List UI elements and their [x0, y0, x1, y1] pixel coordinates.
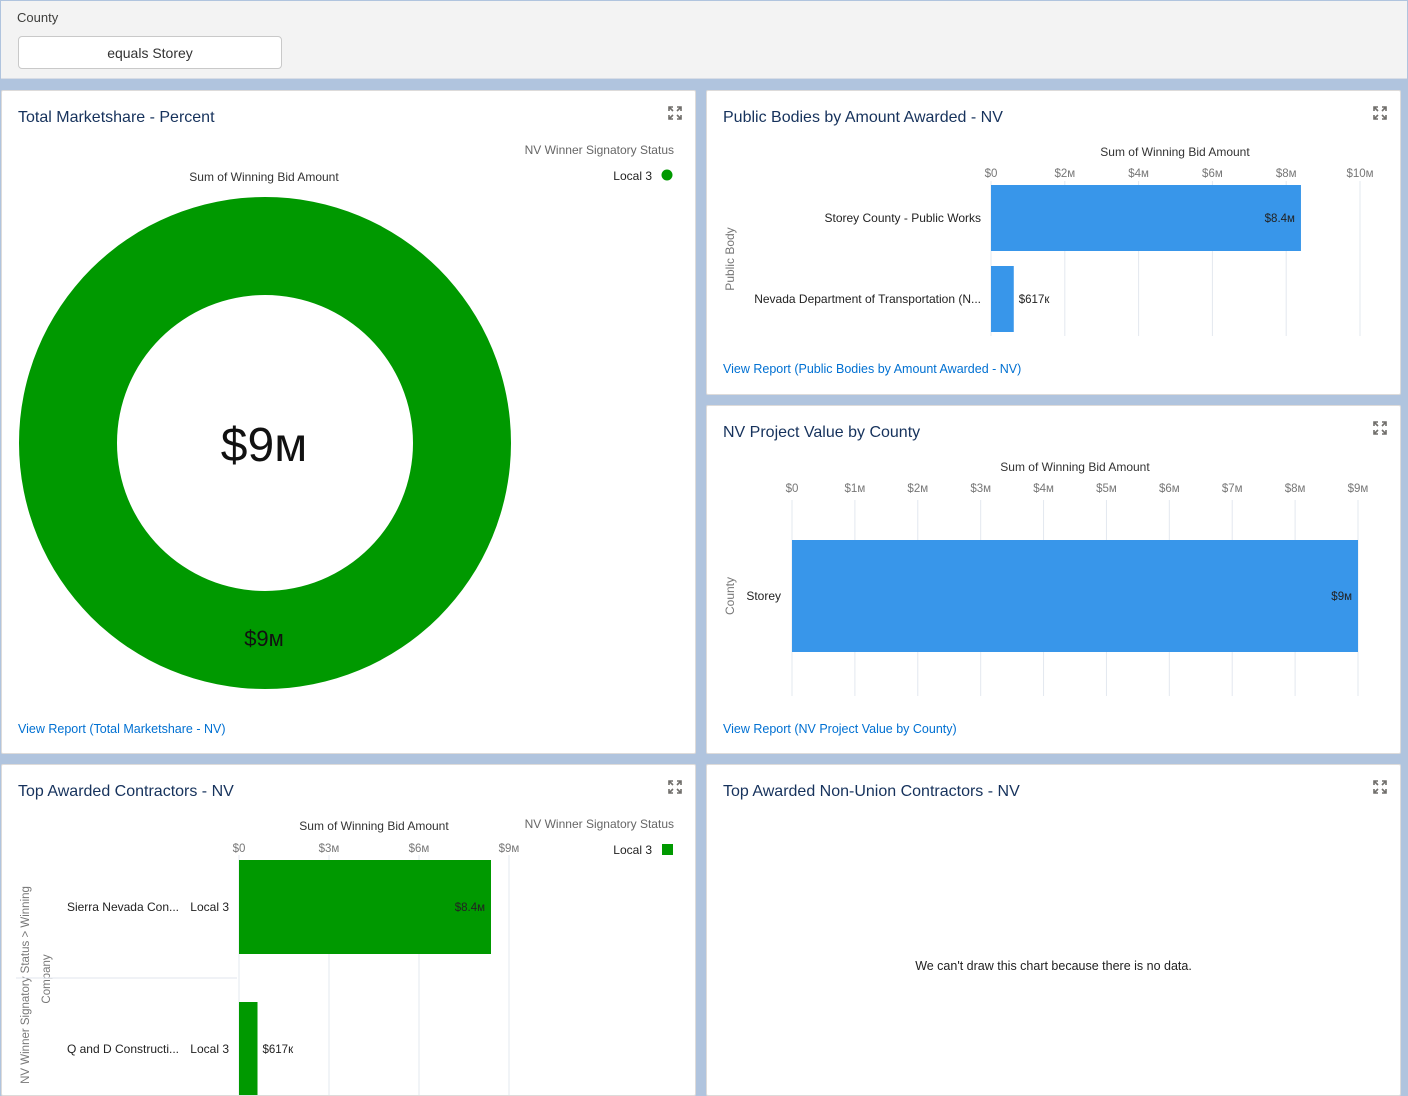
legend-item-label: Local 3	[613, 843, 652, 857]
county-filter-pill[interactable]: equals Storey	[18, 36, 282, 69]
metric-label: Sum of Winning Bid Amount	[189, 170, 339, 184]
nonunion-title: Top Awarded Non-Union Contractors - NV	[723, 783, 1020, 800]
donut-slice	[19, 197, 511, 689]
bar	[991, 185, 1301, 251]
category-label: Q and D Constructi...	[67, 1042, 179, 1056]
expand-icon[interactable]	[667, 105, 683, 121]
top-contractors-card: Top Awarded Contractors - NV Sum of Winn…	[1, 764, 696, 1096]
data-label: $617к	[1019, 294, 1051, 306]
expand-icon[interactable]	[1372, 420, 1388, 436]
county-value-chart: Sum of Winning Bid Amount County $0 $1м $2…	[723, 460, 1369, 696]
x-axis-title: Sum of Winning Bid Amount	[299, 819, 449, 833]
expand-icon[interactable]	[667, 779, 683, 795]
x-tick-label: $0	[985, 168, 998, 180]
data-label: $8.4м	[1265, 213, 1295, 225]
x-tick-label: $4м	[1128, 168, 1149, 180]
view-report-county-value-link[interactable]: View Report (NV Project Value by County)	[723, 722, 957, 736]
view-report-public-bodies-link[interactable]: View Report (Public Bodies by Amount Awa…	[723, 362, 1022, 376]
y-axis-title: Public Body	[723, 227, 737, 290]
view-report-marketshare-link[interactable]: View Report (Total Marketshare - NV)	[18, 722, 226, 736]
bar	[239, 860, 491, 954]
x-tick-label: $8м	[1276, 168, 1297, 180]
legend-title: NV Winner Signatory Status	[525, 143, 674, 157]
group-label: Local 3	[190, 900, 229, 914]
x-axis-title: Sum of Winning Bid Amount	[1100, 145, 1250, 159]
x-tick-label: $8м	[1285, 483, 1306, 495]
public-bodies-title: Public Bodies by Amount Awarded - NV	[723, 109, 1003, 126]
x-tick-label: $2м	[907, 483, 928, 495]
legend-swatch	[662, 844, 673, 855]
bar	[239, 1002, 258, 1095]
category-label: Sierra Nevada Con...	[67, 900, 179, 914]
x-tick-label: $6м	[1159, 483, 1180, 495]
legend-item-label: Local 3	[613, 169, 652, 183]
x-tick-label: $10м	[1346, 168, 1373, 180]
county-value-title: NV Project Value by County	[723, 424, 921, 441]
donut-center-value: $9м	[221, 419, 307, 472]
expand-icon[interactable]	[1372, 779, 1388, 795]
public-bodies-card: Public Bodies by Amount Awarded - NV Sum…	[706, 90, 1401, 395]
top-contractors-chart: Sum of Winning Bid Amount NV Winner Sign…	[16, 817, 674, 1095]
x-tick-label: $7м	[1222, 483, 1243, 495]
category-label: Nevada Department of Transportation (N..…	[754, 292, 981, 306]
data-label: $8.4м	[455, 902, 485, 914]
marketshare-title: Total Marketshare - Percent	[18, 109, 215, 126]
y-axis-title-top: NV Winner Signatory Status > Winning	[20, 886, 32, 1084]
filter-bar: County equals Storey	[1, 1, 1407, 79]
x-tick-label: $9м	[499, 843, 520, 855]
group-label: Local 3	[190, 1042, 229, 1056]
top-contractors-title: Top Awarded Contractors - NV	[18, 783, 234, 800]
data-label: $617к	[263, 1044, 295, 1056]
legend-title: NV Winner Signatory Status	[525, 817, 674, 831]
donut-slice-label: $9м	[244, 626, 284, 651]
bar	[792, 540, 1358, 652]
x-tick-label: $5м	[1096, 483, 1117, 495]
category-label: Storey County - Public Works	[825, 211, 982, 225]
x-tick-label: $3м	[970, 483, 991, 495]
x-tick-label: $3м	[319, 843, 340, 855]
bar	[991, 266, 1014, 332]
x-tick-label: $0	[786, 483, 799, 495]
nonunion-card: Top Awarded Non-Union Contractors - NV W…	[706, 764, 1401, 1096]
no-data-message: We can't draw this chart because there i…	[915, 959, 1192, 973]
x-tick-label: $1м	[845, 483, 866, 495]
x-tick-label: $6м	[409, 843, 430, 855]
public-bodies-chart: Sum of Winning Bid Amount Public Body $0…	[723, 145, 1374, 336]
x-tick-label: $0	[233, 843, 246, 855]
y-axis-title: County	[723, 577, 737, 615]
x-tick-label: $6м	[1202, 168, 1223, 180]
marketshare-chart: NV Winner Signatory Status Local 3 Sum o…	[19, 143, 674, 689]
category-label: Storey	[746, 589, 781, 603]
x-axis-title: Sum of Winning Bid Amount	[1000, 460, 1150, 474]
marketshare-card: Total Marketshare - Percent NV Winner Si…	[1, 90, 696, 754]
y-axis-title-bottom: Company	[41, 954, 53, 1003]
county-value-card: NV Project Value by County Sum of Winnin…	[706, 405, 1401, 754]
filter-label: County	[17, 10, 59, 25]
x-tick-label: $4м	[1033, 483, 1054, 495]
x-tick-label: $2м	[1054, 168, 1075, 180]
legend-swatch	[661, 169, 673, 181]
data-label: $9м	[1331, 591, 1352, 603]
x-tick-label: $9м	[1348, 483, 1369, 495]
expand-icon[interactable]	[1372, 105, 1388, 121]
